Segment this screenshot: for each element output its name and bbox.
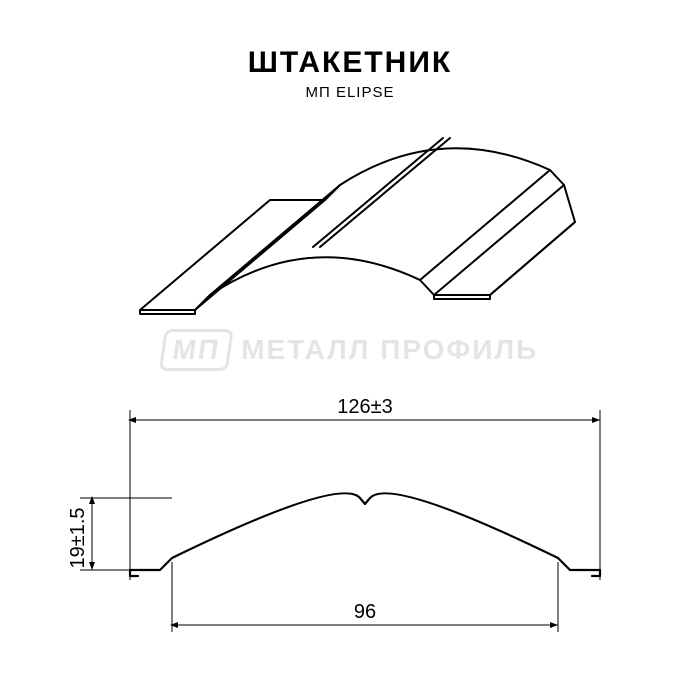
profile-path: [130, 493, 600, 576]
dim-width-total: 126±3: [337, 396, 392, 418]
dim-width-inner: 96: [354, 601, 376, 623]
page: МП МЕТАЛЛ ПРОФИЛЬ ШТАКЕТНИК МП ELIPSE: [0, 0, 700, 700]
section-view: 126±3 96 19±1.5: [60, 380, 640, 660]
dim-height: 19±1.5: [67, 507, 89, 568]
isometric-view: [120, 120, 580, 360]
page-title: ШТАКЕТНИК: [0, 46, 700, 80]
page-subtitle: МП ELIPSE: [0, 84, 700, 101]
